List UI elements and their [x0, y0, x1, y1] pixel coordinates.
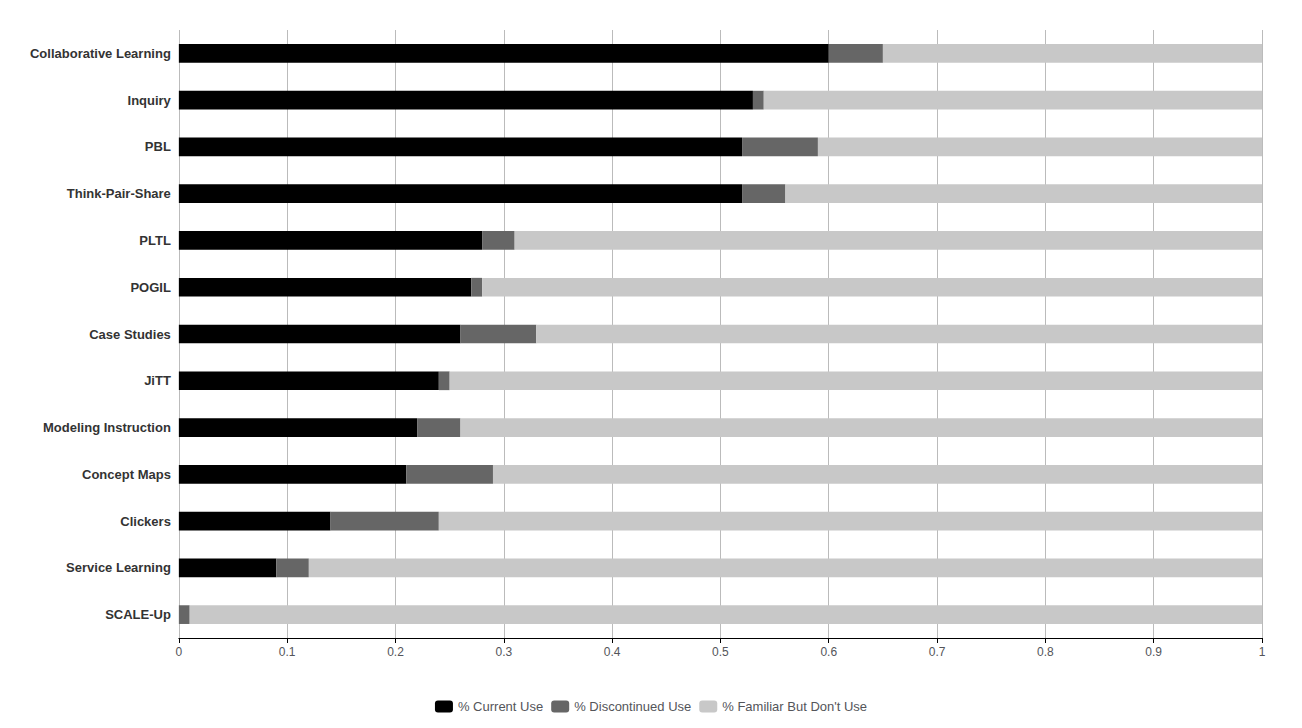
svg-text:Service Learning: Service Learning	[66, 560, 171, 575]
svg-text:0.4: 0.4	[604, 645, 621, 659]
svg-text:PLTL: PLTL	[139, 233, 171, 248]
svg-text:0.3: 0.3	[495, 645, 512, 659]
svg-text:JiTT: JiTT	[144, 373, 171, 388]
svg-text:Collaborative Learning: Collaborative Learning	[30, 46, 171, 61]
svg-text:Concept Maps: Concept Maps	[82, 467, 171, 482]
svg-text:1: 1	[1259, 645, 1266, 659]
svg-text:0.9: 0.9	[1145, 645, 1162, 659]
svg-text:Clickers: Clickers	[120, 514, 171, 529]
svg-text:0: 0	[176, 645, 183, 659]
svg-text:% Discontinued Use: % Discontinued Use	[574, 699, 691, 714]
svg-text:0.8: 0.8	[1037, 645, 1054, 659]
svg-text:Modeling Instruction: Modeling Instruction	[43, 420, 171, 435]
svg-text:% Familiar But Don't Use: % Familiar But Don't Use	[722, 699, 867, 714]
svg-text:Think-Pair-Share: Think-Pair-Share	[67, 186, 171, 201]
svg-text:0.2: 0.2	[387, 645, 404, 659]
svg-text:PBL: PBL	[145, 139, 171, 154]
svg-text:Case Studies: Case Studies	[89, 327, 171, 342]
svg-text:SCALE-Up: SCALE-Up	[105, 607, 171, 622]
svg-text:% Current Use: % Current Use	[458, 699, 543, 714]
svg-text:0.6: 0.6	[820, 645, 837, 659]
svg-text:0.1: 0.1	[279, 645, 296, 659]
svg-text:0.5: 0.5	[712, 645, 729, 659]
svg-text:POGIL: POGIL	[130, 280, 171, 295]
svg-text:0.7: 0.7	[929, 645, 946, 659]
svg-text:Inquiry: Inquiry	[128, 93, 172, 108]
